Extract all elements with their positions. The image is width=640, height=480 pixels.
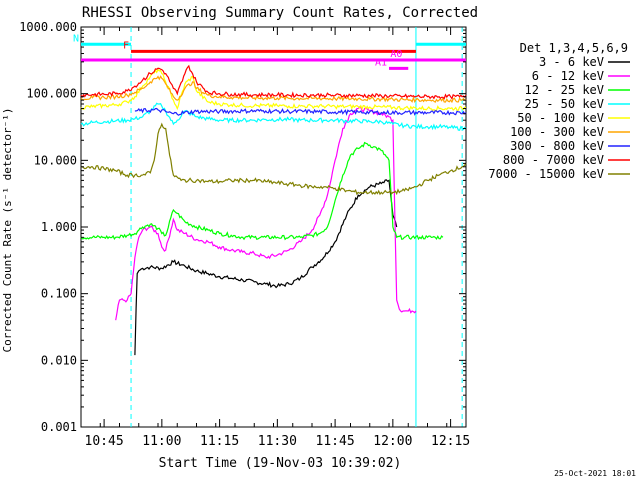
x-tick-label: 11:45 [316,434,355,449]
chart-title: RHESSI Observing Summary Count Rates, Co… [82,5,478,21]
series-line-3-6keV [134,179,398,356]
legend-label: 100 - 300 keV [510,125,604,139]
vertical-markers [130,27,463,427]
y-axis: 0.001 0.010 0.100 1.000 10.000 100.000 1000.00… [19,20,466,434]
y-tick-label: 10.000 [34,153,77,167]
legend-label: 12 - 25 keV [525,83,604,97]
legend-label: 6 - 12 keV [532,69,604,83]
annotation-label: A1 [375,57,387,68]
plot-frame [80,26,467,428]
legend-label: 50 - 100 keV [517,111,604,125]
y-tick-label: 100.000 [26,87,77,101]
series-line-100-300keV [80,75,467,104]
legend-label: 300 - 800 keV [510,139,604,153]
x-tick-label: 12:00 [373,434,412,449]
y-tick-label: 0.001 [41,420,77,434]
series-line-25-50keV [80,102,467,131]
x-tick-label: 11:15 [200,434,239,449]
y-axis-label: Corrected Count Rate (s⁻¹ detector⁻¹) [1,107,14,352]
x-tick-label: 11:30 [258,434,297,449]
y-tick-label: 1.000 [41,220,77,234]
series-line-12-25keV [80,141,444,241]
footer-timestamp: 25-Oct-2021 18:01 [554,469,636,478]
series-line-300-800keV [134,107,467,116]
y-tick-label: 0.010 [41,353,77,367]
series-line-50-100keV [80,68,466,112]
x-axis-label: Start Time (19-Nov-03 10:39:02) [159,456,402,471]
legend-label: 800 - 7000 keV [503,153,604,167]
annotation-label: A0 [390,49,402,60]
x-tick-label: 10:45 [85,434,124,449]
y-tick-label: 0.100 [41,287,77,301]
x-axis: 10:45 11:00 11:15 11:30 11:45 12:00 12:15 [80,27,470,449]
y-tick-label: 1000.000 [19,20,77,34]
legend-label: 25 - 50 keV [525,97,604,111]
series-line-800-7000keV [80,64,467,100]
series-line-6-12keV [115,106,417,321]
data-series [80,64,467,356]
legend-label: 7000 - 15000 keV [488,167,604,181]
series-line-7000-15000keV [81,122,467,196]
legend-title: Det 1,3,4,5,6,9 [520,41,628,55]
annotation-label: N [73,33,79,44]
annotation-label: F [123,40,129,51]
x-tick-label: 11:00 [142,434,181,449]
x-tick-label: 12:15 [431,434,470,449]
legend-label: 3 - 6 keV [539,55,604,69]
